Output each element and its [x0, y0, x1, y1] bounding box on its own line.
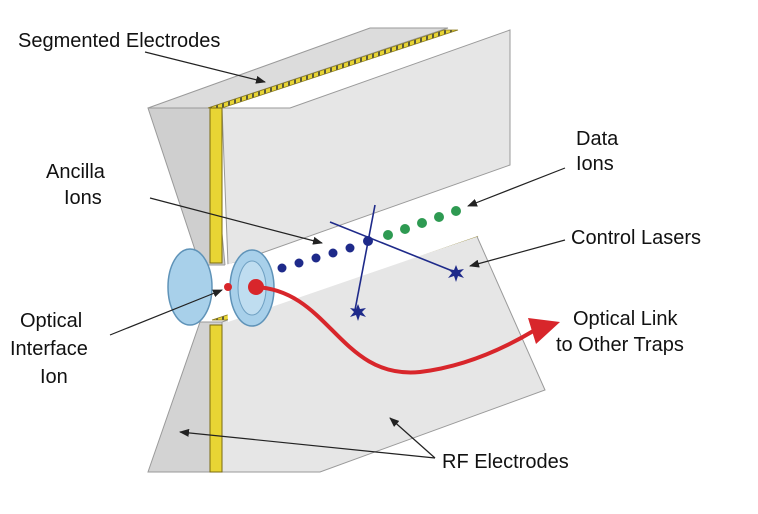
data-ion — [451, 206, 461, 216]
label-control-lasers: Control Lasers — [571, 227, 701, 249]
data-ion — [383, 230, 393, 240]
ancilla-ion — [294, 258, 304, 268]
optical-link-path — [254, 285, 537, 375]
data-ions — [383, 206, 461, 240]
laser-star-bottom — [350, 304, 366, 321]
optical-link-arrowhead — [528, 318, 560, 344]
leader-rf-top — [179, 428, 436, 459]
label-segmented-electrodes: Segmented Electrodes — [18, 30, 220, 52]
leader-control-lasers — [469, 239, 566, 268]
data-ion — [434, 212, 444, 222]
leader-segmented — [144, 51, 266, 84]
label-rf-electrodes: RF Electrodes — [442, 451, 569, 473]
leader-ancilla — [149, 197, 323, 245]
label-data-ions-line1: Data — [576, 128, 619, 150]
label-data-ions-line2: Ions — [576, 153, 614, 175]
top-segmented-electrode — [147, 27, 511, 266]
lens-left — [167, 248, 213, 326]
ancilla-ion — [328, 248, 338, 258]
control-lasers — [329, 204, 456, 311]
label-interface-line2: Interface — [10, 338, 88, 360]
label-interface-line1: Optical — [20, 310, 82, 332]
laser-beam-1 — [354, 204, 376, 311]
trap-channel — [225, 200, 478, 322]
label-optical-link-line2: to Other Traps — [556, 334, 684, 356]
label-interface-line3: Ion — [40, 366, 68, 388]
leader-rf-bottom — [389, 417, 436, 459]
ancilla-ion — [277, 263, 287, 273]
bottom-electrode-gold-strip — [209, 324, 223, 473]
interface-ion-small — [224, 283, 232, 291]
top-electrode-gold-strip — [209, 107, 223, 264]
leader-data-ions — [467, 167, 566, 207]
laser-beam-2 — [329, 221, 456, 273]
label-ancilla-ions-line2: Ions — [64, 187, 102, 209]
ancilla-ions — [277, 236, 373, 273]
leader-interface — [109, 289, 223, 336]
label-optical-link-line1: Optical Link — [573, 308, 678, 330]
label-ancilla-ions-line1: Ancilla — [46, 161, 106, 183]
interface-ion — [248, 279, 264, 295]
laser-stars — [350, 265, 464, 321]
ancilla-ion — [345, 243, 355, 253]
ancilla-ion — [311, 253, 321, 263]
leader-lines — [109, 51, 566, 459]
top-electrode-front-face — [221, 29, 511, 266]
data-ion — [417, 218, 427, 228]
laser-star-right — [448, 265, 464, 282]
data-ion — [400, 224, 410, 234]
